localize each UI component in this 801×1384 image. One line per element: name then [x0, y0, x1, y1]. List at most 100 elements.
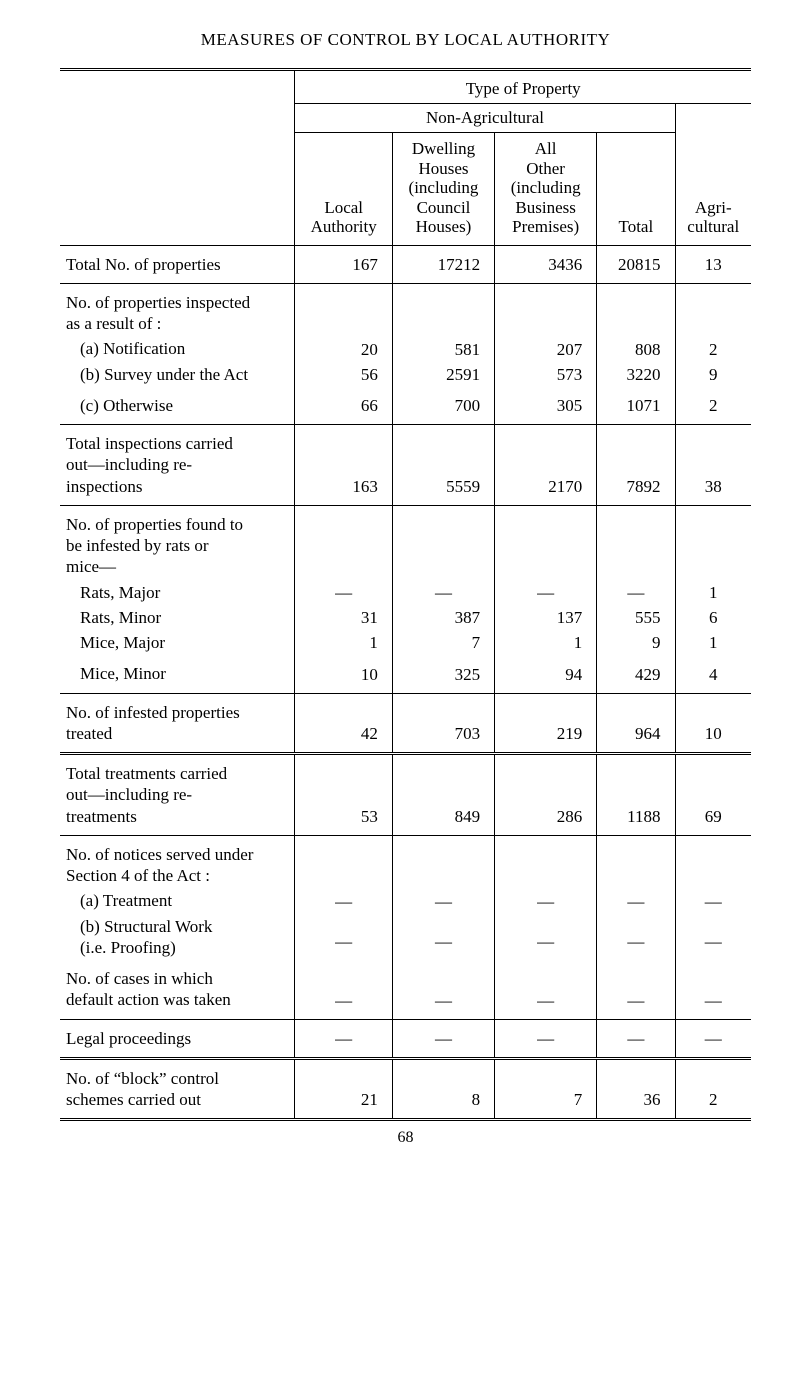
cell: [597, 505, 675, 579]
cell: —: [675, 888, 751, 913]
cell: —: [495, 1019, 597, 1058]
header-agricultural: Agri- cultural: [675, 133, 751, 246]
row-infested-header: No. of properties found to be infested b…: [60, 505, 295, 579]
cell: 1: [495, 630, 597, 655]
row-total-treatments-label: Total treatments carried out—including r…: [60, 754, 295, 836]
cell: [295, 505, 392, 579]
page-title: MEASURES OF CONTROL BY LOCAL AUTHORITY: [60, 30, 751, 50]
row-mice-major-label: Mice, Major: [60, 630, 295, 655]
cell: 964: [597, 693, 675, 754]
row-total-properties-label: Total No. of properties: [60, 245, 295, 283]
cell: [392, 283, 494, 336]
header-blank: [60, 70, 295, 104]
row-rats-minor-label: Rats, Minor: [60, 605, 295, 630]
row-notices-header: No. of notices served under Section 4 of…: [60, 835, 295, 888]
cell: 163: [295, 425, 392, 506]
cell: 207: [495, 336, 597, 361]
row-infested-treated-label: No. of infested properties treated: [60, 693, 295, 754]
cell: 2591: [392, 362, 494, 387]
cell: —: [495, 960, 597, 1019]
cell: 325: [392, 655, 494, 693]
cell: [675, 283, 751, 336]
row-inspected-a-label: (a) Notification: [60, 336, 295, 361]
cell: 703: [392, 693, 494, 754]
cell: —: [295, 1019, 392, 1058]
row-notices-b-label: (b) Structural Work (i.e. Proofing): [60, 914, 295, 961]
header-blank-4: [60, 133, 295, 246]
cell: —: [675, 1019, 751, 1058]
header-blank-2: [60, 104, 295, 133]
cell: 94: [495, 655, 597, 693]
header-non-agricultural: Non-Agricultural: [295, 104, 675, 133]
control-table: Type of Property Non-Agricultural Local …: [60, 68, 751, 1121]
cell: 69: [675, 754, 751, 836]
cell: [295, 283, 392, 336]
cell: 8: [392, 1058, 494, 1120]
cell: 7: [392, 630, 494, 655]
row-rats-major-label: Rats, Major: [60, 580, 295, 605]
row-inspected-c-label: (c) Otherwise: [60, 387, 295, 425]
cell: 17212: [392, 245, 494, 283]
cell: 9: [597, 630, 675, 655]
cell: 808: [597, 336, 675, 361]
cell: 286: [495, 754, 597, 836]
cell: [392, 835, 494, 888]
header-blank-3: [675, 104, 751, 133]
row-legal-label: Legal proceedings: [60, 1019, 295, 1058]
cell: 13: [675, 245, 751, 283]
cell: —: [392, 960, 494, 1019]
cell: [295, 835, 392, 888]
cell: 849: [392, 754, 494, 836]
header-type-of-property: Type of Property: [295, 70, 751, 104]
cell: [392, 505, 494, 579]
header-dwelling: Dwelling Houses (including Council House…: [392, 133, 494, 246]
cell: —: [597, 914, 675, 961]
cell: 53: [295, 754, 392, 836]
cell: 6: [675, 605, 751, 630]
cell: —: [495, 888, 597, 913]
cell: —: [295, 960, 392, 1019]
cell: 1: [675, 630, 751, 655]
cell: 167: [295, 245, 392, 283]
header-total: Total: [597, 133, 675, 246]
cell: —: [295, 914, 392, 961]
row-mice-minor-label: Mice, Minor: [60, 655, 295, 693]
cell: 555: [597, 605, 675, 630]
cell: —: [495, 580, 597, 605]
row-total-inspections-label: Total inspections carried out—including …: [60, 425, 295, 506]
row-inspected-b-label: (b) Survey under the Act: [60, 362, 295, 387]
cell: [597, 283, 675, 336]
cell: 5559: [392, 425, 494, 506]
cell: —: [597, 580, 675, 605]
row-notices-a-label: (a) Treatment: [60, 888, 295, 913]
cell: 20: [295, 336, 392, 361]
cell: 7: [495, 1058, 597, 1120]
cell: —: [295, 580, 392, 605]
cell: 31: [295, 605, 392, 630]
header-local-authority: Local Authority: [295, 133, 392, 246]
cell: [675, 505, 751, 579]
cell: 2: [675, 1058, 751, 1120]
cell: 2: [675, 387, 751, 425]
cell: 387: [392, 605, 494, 630]
cell: [495, 505, 597, 579]
cell: 56: [295, 362, 392, 387]
cell: —: [495, 914, 597, 961]
cell: —: [295, 888, 392, 913]
cell: [675, 835, 751, 888]
cell: [495, 283, 597, 336]
cell: [495, 835, 597, 888]
cell: 66: [295, 387, 392, 425]
cell: 219: [495, 693, 597, 754]
cell: 20815: [597, 245, 675, 283]
header-all-other: All Other (including Business Premises): [495, 133, 597, 246]
cell: 4: [675, 655, 751, 693]
row-default-action-label: No. of cases in which default action was…: [60, 960, 295, 1019]
cell: 9: [675, 362, 751, 387]
cell: 1: [675, 580, 751, 605]
cell: 7892: [597, 425, 675, 506]
cell: —: [392, 914, 494, 961]
cell: 36: [597, 1058, 675, 1120]
cell: 1: [295, 630, 392, 655]
cell: 1188: [597, 754, 675, 836]
